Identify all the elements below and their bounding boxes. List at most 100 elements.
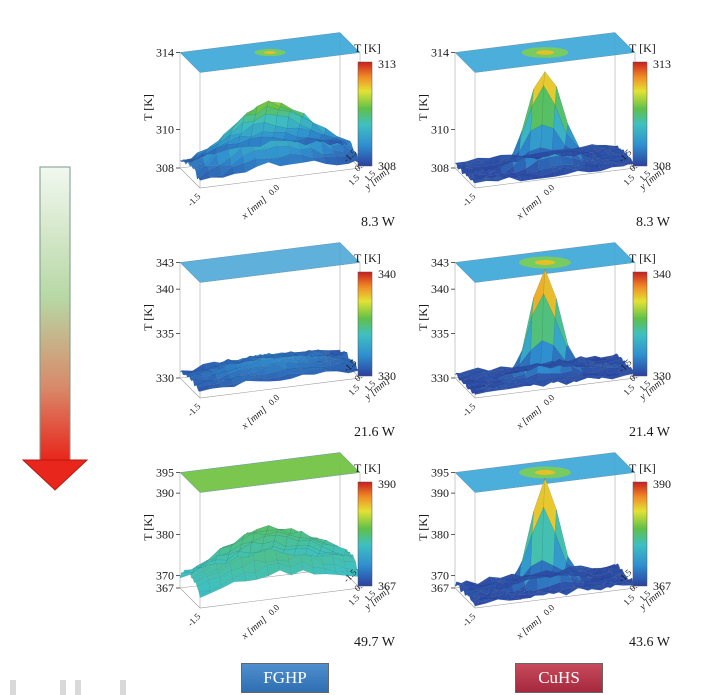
power-label: 21.6 W bbox=[354, 425, 396, 440]
x-axis-title: x [mm] bbox=[514, 614, 544, 642]
x-tick-label: 1.5 bbox=[621, 592, 636, 607]
colorbar bbox=[632, 61, 648, 167]
lid-surface bbox=[179, 242, 361, 283]
surface-cell bbox=[289, 373, 304, 379]
colorbar bbox=[357, 481, 373, 587]
surface-cell bbox=[294, 351, 308, 356]
z-tick-label: 314 bbox=[156, 46, 174, 60]
surface-cell bbox=[328, 349, 342, 356]
x-axis-title: x [mm] bbox=[239, 614, 269, 642]
surface-cell bbox=[299, 530, 314, 540]
x-tick-label: 0.0 bbox=[541, 602, 556, 617]
surface-cell bbox=[215, 554, 229, 561]
colorbar-title: T [K] bbox=[629, 461, 656, 475]
x-tick-label: 1.5 bbox=[346, 172, 361, 187]
colorbar-title: T [K] bbox=[354, 461, 381, 475]
z-tick-label: 390 bbox=[431, 486, 449, 500]
power-label: 8.3 W bbox=[636, 215, 671, 230]
x-axis-title: x [mm] bbox=[239, 404, 269, 432]
z-axis-title: T [K] bbox=[141, 304, 155, 331]
x-tick-label: 1.5 bbox=[621, 172, 636, 187]
surface-cell bbox=[328, 552, 342, 556]
colorbar-min-label: 367 bbox=[378, 579, 396, 593]
x-tick-label: -1.5 bbox=[185, 401, 202, 418]
surface-cell bbox=[616, 155, 630, 162]
surface-cell bbox=[266, 563, 281, 577]
surface-cell bbox=[254, 149, 268, 160]
z-tick-label: 370 bbox=[431, 569, 449, 583]
colorbar-max-label: 313 bbox=[378, 57, 396, 71]
z-tick-label: 330 bbox=[431, 371, 449, 385]
z-tick-label: 308 bbox=[156, 161, 174, 175]
surface-cell bbox=[259, 358, 274, 366]
x-axis-title: x [mm] bbox=[239, 194, 269, 222]
x-tick-label: 0.0 bbox=[541, 392, 556, 407]
lid-hotspot-core bbox=[535, 470, 555, 475]
surface-cell bbox=[296, 362, 311, 369]
cuhs-label: CuHS bbox=[515, 663, 603, 693]
x-tick-label: 0.0 bbox=[541, 182, 556, 197]
z-tick-label: 380 bbox=[156, 527, 174, 541]
colorbar-min-label: 330 bbox=[653, 369, 671, 383]
arrow-shaft bbox=[39, 166, 71, 461]
surface-cell bbox=[573, 571, 587, 577]
x-tick-label: -1.5 bbox=[460, 611, 477, 628]
surface-cell bbox=[603, 144, 617, 147]
colorbar bbox=[357, 61, 373, 167]
surface-cell bbox=[328, 139, 342, 146]
surface-cell bbox=[540, 124, 554, 151]
z-tick-label: 340 bbox=[156, 282, 174, 296]
colorbar-max-label: 390 bbox=[653, 477, 671, 491]
z-axis-title: T [K] bbox=[141, 514, 155, 541]
z-axis-title: T [K] bbox=[416, 304, 430, 331]
colorbar-min-label: 308 bbox=[653, 159, 671, 173]
z-tick-label: 380 bbox=[431, 527, 449, 541]
surface-cell bbox=[198, 590, 212, 599]
colorbar-max-label: 340 bbox=[378, 267, 396, 281]
surface-cell bbox=[503, 172, 517, 178]
x-tick-label: -1.5 bbox=[460, 191, 477, 208]
z-tick-label: 395 bbox=[431, 466, 449, 480]
lid-hotspot-core bbox=[535, 260, 555, 265]
surface-cell bbox=[603, 563, 617, 569]
power-label: 49.7 W bbox=[354, 635, 396, 650]
x-axis-title: x [mm] bbox=[514, 194, 544, 222]
z-axis-title: T [K] bbox=[141, 94, 155, 121]
z-axis-title: T [K] bbox=[416, 94, 430, 121]
surface-cell bbox=[296, 539, 311, 547]
x-tick-label: 0.0 bbox=[266, 392, 281, 407]
surface-cell bbox=[261, 131, 275, 138]
surface-cell bbox=[244, 572, 258, 582]
power-label: 43.6 W bbox=[629, 635, 671, 650]
colorbar bbox=[357, 271, 373, 377]
x-tick-label: 0.0 bbox=[266, 602, 281, 617]
arrow-head bbox=[21, 459, 89, 491]
x-axis-title: x [mm] bbox=[514, 404, 544, 432]
colorbar-title: T [K] bbox=[629, 41, 656, 55]
decorative-marks bbox=[0, 680, 140, 695]
surface-cell bbox=[604, 353, 619, 360]
z-axis-title: T [K] bbox=[416, 514, 430, 541]
z-tick-label: 395 bbox=[156, 466, 174, 480]
surface-cell bbox=[484, 178, 499, 182]
surface-cell bbox=[344, 561, 358, 570]
power-label: 8.3 W bbox=[361, 215, 396, 230]
fghp-label: FGHP bbox=[241, 663, 329, 693]
surface-cell bbox=[616, 577, 630, 582]
surface-cell bbox=[266, 157, 281, 167]
z-tick-label: 308 bbox=[431, 161, 449, 175]
surface-cell bbox=[255, 158, 269, 167]
colorbar-max-label: 390 bbox=[378, 477, 396, 491]
surface-cell bbox=[214, 559, 228, 565]
surface-cell bbox=[324, 156, 338, 166]
surface-cell bbox=[289, 154, 304, 165]
z-tick-label: 314 bbox=[431, 46, 449, 60]
colorbar-title: T [K] bbox=[354, 41, 381, 55]
lid-hotspot-core bbox=[536, 50, 554, 55]
colorbar-min-label: 330 bbox=[378, 369, 396, 383]
